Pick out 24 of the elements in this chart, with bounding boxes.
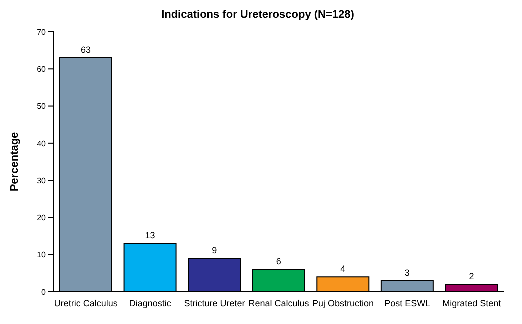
data-label: 9 [212,246,218,256]
x-tick-label: Post ESWL [384,298,431,308]
x-tick-label: Diagnostic [129,298,172,308]
y-tick-label: 70 [37,28,47,37]
x-tick-label: Uretric Calculus [54,298,118,308]
chart-title: Indications for Ureteroscopy (N=128) [160,8,356,23]
y-tick-label: 50 [37,102,47,112]
data-label: 3 [404,268,410,278]
x-tick-label: Stricture Ureter [184,298,246,308]
data-label: 6 [276,256,282,267]
x-tick-label: Renal Calculus [248,298,310,308]
y-tick-label: 30 [37,176,47,186]
y-tick-label: 10 [37,250,47,260]
data-label: 63 [80,45,92,55]
y-axis-title: Percentage [8,132,21,192]
y-tick-label: 60 [37,64,47,74]
data-label: 13 [145,230,156,241]
x-tick-label: Migrated Stent [442,298,502,308]
x-tick-label: Puj Obstruction [312,298,374,308]
y-tick-label: 0 [42,288,47,297]
y-tick-label: 20 [37,214,47,223]
data-label: 2 [469,272,474,282]
y-tick-label: 40 [37,139,47,148]
data-label: 4 [340,264,346,274]
